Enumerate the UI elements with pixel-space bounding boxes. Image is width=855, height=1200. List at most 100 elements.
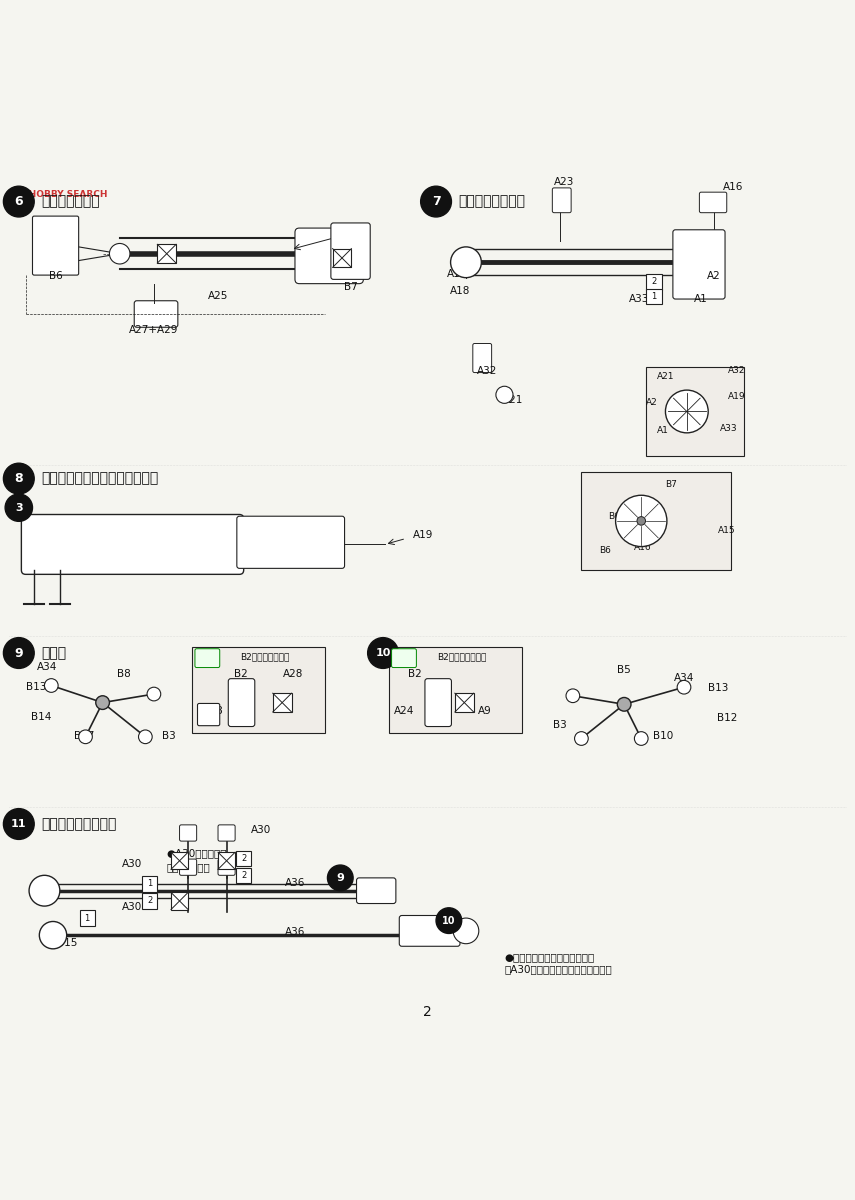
Text: 右側脚: 右側脚 — [41, 646, 66, 660]
FancyBboxPatch shape — [134, 301, 178, 328]
Text: 3: 3 — [15, 503, 22, 512]
Text: 2: 2 — [423, 1006, 432, 1019]
Circle shape — [496, 386, 513, 403]
Text: B17: B17 — [74, 731, 94, 740]
Text: 2: 2 — [241, 853, 246, 863]
Text: A16: A16 — [634, 544, 652, 552]
Text: 左側脚: 左側脚 — [405, 646, 430, 660]
FancyBboxPatch shape — [392, 649, 416, 667]
Text: 小架の組み立て: 小架の組み立て — [41, 194, 100, 209]
FancyBboxPatch shape — [21, 515, 244, 575]
Text: B6: B6 — [599, 546, 611, 554]
Text: B15: B15 — [56, 938, 77, 948]
Bar — [646, 289, 662, 304]
Circle shape — [575, 732, 588, 745]
Text: A8: A8 — [209, 706, 223, 715]
Text: 2: 2 — [147, 896, 152, 906]
Text: B3: B3 — [553, 720, 567, 731]
Text: 9: 9 — [336, 872, 345, 883]
Text: OP: OP — [398, 654, 410, 662]
Text: A23: A23 — [554, 178, 575, 187]
Text: B7: B7 — [665, 480, 677, 490]
Bar — [80, 911, 95, 925]
Bar — [646, 275, 662, 289]
Text: A27+A29: A27+A29 — [129, 325, 179, 335]
Text: 1: 1 — [85, 913, 90, 923]
Text: A30: A30 — [122, 859, 143, 869]
Text: A21: A21 — [503, 395, 523, 406]
Bar — [218, 852, 235, 869]
Text: B10: B10 — [652, 731, 673, 740]
Text: A34: A34 — [674, 673, 694, 683]
Text: A28: A28 — [283, 668, 304, 679]
Text: B13: B13 — [708, 684, 728, 694]
Circle shape — [3, 637, 34, 668]
Bar — [157, 245, 176, 263]
FancyBboxPatch shape — [473, 343, 492, 372]
Text: B5: B5 — [617, 665, 631, 674]
Text: 10: 10 — [375, 648, 391, 658]
FancyBboxPatch shape — [32, 216, 79, 275]
Text: A30は脚に対して接着しません。: A30は脚に対して接着しません。 — [504, 965, 612, 974]
Text: 2: 2 — [241, 871, 246, 880]
Circle shape — [5, 494, 32, 521]
FancyBboxPatch shape — [228, 679, 255, 726]
Circle shape — [79, 730, 92, 744]
Bar — [192, 647, 325, 732]
Text: B2: B2 — [408, 668, 422, 679]
Text: B6: B6 — [49, 270, 62, 281]
Text: 11: 11 — [11, 820, 27, 829]
Text: OP: OP — [202, 654, 213, 662]
Text: A30: A30 — [122, 901, 143, 912]
FancyBboxPatch shape — [195, 649, 220, 667]
Bar — [273, 694, 292, 712]
Text: A32: A32 — [728, 366, 746, 376]
Text: 大架・脚の組み付け: 大架・脚の組み付け — [41, 817, 116, 832]
Text: A2: A2 — [646, 398, 657, 407]
Text: 7: 7 — [432, 196, 440, 208]
Circle shape — [677, 680, 691, 694]
Bar — [171, 893, 188, 910]
Text: A2: A2 — [707, 271, 721, 281]
Text: A9: A9 — [478, 706, 492, 715]
Text: 9: 9 — [15, 647, 23, 660]
FancyBboxPatch shape — [237, 516, 345, 569]
FancyBboxPatch shape — [180, 824, 197, 841]
FancyBboxPatch shape — [218, 859, 235, 875]
Bar — [581, 472, 731, 570]
Text: A15: A15 — [718, 527, 735, 535]
FancyBboxPatch shape — [295, 228, 363, 283]
Bar — [646, 366, 744, 456]
Circle shape — [3, 809, 34, 840]
Circle shape — [451, 247, 481, 277]
Text: A25: A25 — [208, 292, 228, 301]
Text: ●A30の先端のみ
　接着します。: ●A30の先端のみ 接着します。 — [167, 848, 227, 872]
Text: 方向、高低操作部: 方向、高低操作部 — [458, 194, 525, 209]
Circle shape — [44, 679, 58, 692]
Text: A33: A33 — [629, 294, 650, 305]
Bar — [142, 893, 157, 908]
Text: A16: A16 — [722, 181, 743, 192]
Text: 1: 1 — [147, 880, 152, 888]
Bar — [236, 851, 251, 866]
FancyBboxPatch shape — [699, 192, 727, 212]
Text: B14: B14 — [31, 712, 51, 721]
Circle shape — [3, 186, 34, 217]
Text: B13: B13 — [26, 682, 46, 691]
Text: 2: 2 — [652, 277, 657, 287]
Text: A30: A30 — [251, 824, 271, 834]
Circle shape — [139, 730, 152, 744]
Text: B8: B8 — [117, 668, 131, 679]
Circle shape — [566, 689, 580, 702]
Text: B2: B2 — [234, 668, 248, 679]
Text: A1: A1 — [657, 426, 669, 436]
FancyBboxPatch shape — [180, 859, 197, 875]
Text: A34: A34 — [37, 662, 57, 672]
Text: A15: A15 — [447, 269, 468, 278]
Circle shape — [109, 244, 130, 264]
FancyBboxPatch shape — [198, 703, 220, 726]
Circle shape — [29, 875, 60, 906]
Bar — [333, 248, 351, 268]
Circle shape — [327, 865, 353, 890]
Text: A19: A19 — [728, 392, 746, 401]
